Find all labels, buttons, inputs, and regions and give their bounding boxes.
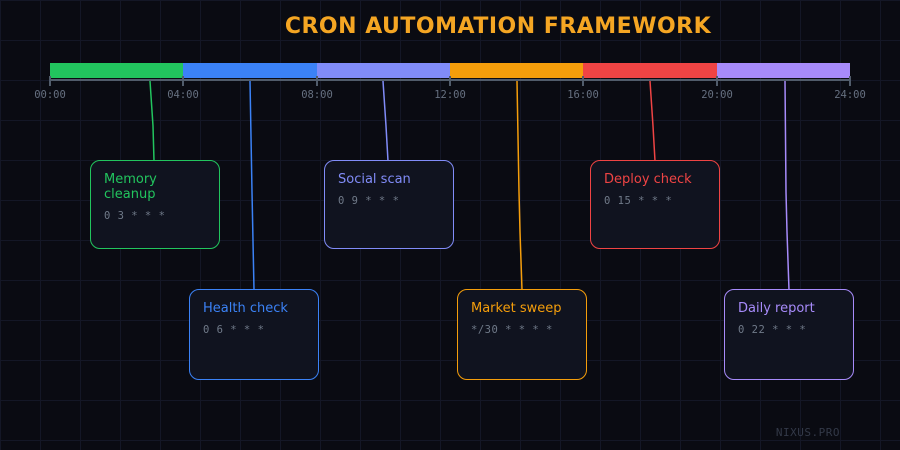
timeline-segment-00-04 — [50, 63, 184, 78]
watermark: NIXUS.PRO — [775, 426, 840, 439]
tick-label-16-00: 16:00 — [567, 89, 599, 101]
job-cron-expression: */30 * * * * — [471, 324, 553, 336]
timeline-segment-20-24 — [716, 63, 850, 78]
connector-line-market-sweep — [516, 80, 523, 291]
timeline-segment-12-16 — [449, 63, 584, 78]
tick-mark-12-00 — [449, 76, 451, 86]
connector-line-health-check — [249, 80, 255, 291]
timeline-bar — [50, 63, 850, 78]
tick-mark-20-00 — [716, 76, 718, 86]
job-name: Deploy check — [604, 172, 692, 187]
tick-label-20-00: 20:00 — [701, 89, 733, 101]
job-card-daily-report: Daily report 0 22 * * * — [724, 289, 854, 380]
tick-label-08-00: 08:00 — [301, 89, 333, 101]
connector-line-deploy-check — [649, 80, 656, 162]
timeline-segment-08-12 — [316, 63, 450, 78]
timeline-segment-04-08 — [183, 63, 317, 78]
job-name: Health check — [203, 301, 288, 316]
tick-mark-04-00 — [182, 76, 184, 86]
job-card-social-scan: Social scan 0 9 * * * — [324, 160, 454, 249]
job-cron-expression: 0 3 * * * — [104, 210, 166, 222]
connector-line-daily-report — [784, 80, 790, 291]
job-cron-expression: 0 9 * * * — [338, 195, 400, 207]
timeline-segment-16-20 — [583, 63, 717, 78]
tick-label-04-00: 04:00 — [167, 89, 199, 101]
job-card-deploy-check: Deploy check 0 15 * * * — [590, 160, 720, 249]
page-title: CRON AUTOMATION FRAMEWORK — [284, 14, 712, 39]
job-card-market-sweep: Market sweep */30 * * * * — [457, 289, 587, 380]
job-cron-expression: 0 15 * * * — [604, 195, 673, 207]
connector-line-social-scan — [382, 80, 389, 162]
tick-label-24-00: 24:00 — [834, 89, 866, 101]
job-name: Daily report — [738, 301, 815, 316]
job-card-memory-cleanup: Memory cleanup 0 3 * * * — [90, 160, 220, 249]
tick-mark-08-00 — [316, 76, 318, 86]
tick-mark-16-00 — [582, 76, 584, 86]
job-cron-expression: 0 22 * * * — [738, 324, 807, 336]
job-cron-expression: 0 6 * * * — [203, 324, 265, 336]
tick-mark-24-00 — [849, 76, 851, 86]
job-name: Memory cleanup — [104, 172, 157, 202]
tick-mark-00-00 — [49, 76, 51, 86]
job-name: Market sweep — [471, 301, 562, 316]
job-name: Social scan — [338, 172, 411, 187]
tick-label-12-00: 12:00 — [434, 89, 466, 101]
tick-label-00-00: 00:00 — [34, 89, 66, 101]
job-card-health-check: Health check 0 6 * * * — [189, 289, 319, 380]
